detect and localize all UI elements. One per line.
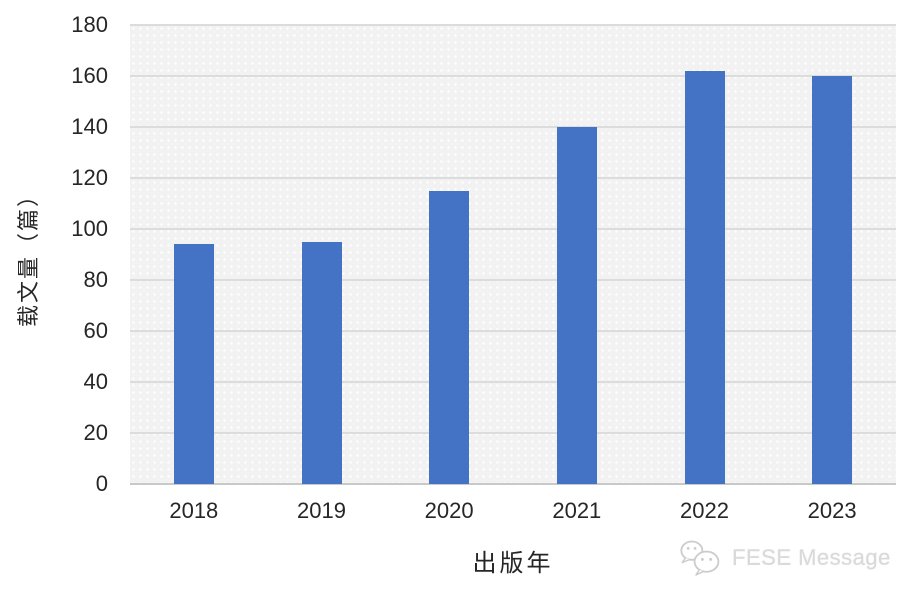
- wechat-icon: [680, 540, 720, 576]
- x-tick-label-2022: 2022: [680, 498, 729, 523]
- watermark: FESE Message: [679, 538, 891, 578]
- y-tick-label-120: 120: [71, 165, 108, 190]
- x-tick-label-2018: 2018: [169, 498, 219, 523]
- x-tick-label-2021: 2021: [552, 498, 602, 523]
- bar-2021: [556, 127, 597, 484]
- y-tick-label-180: 180: [71, 12, 108, 37]
- gridline-0: [130, 483, 896, 485]
- gridline-60: [130, 330, 896, 333]
- x-tick-label-2020: 2020: [424, 498, 474, 523]
- gridline-140: [130, 126, 896, 128]
- bar-2020: [429, 190, 470, 484]
- y-axis-tick-labels: 0 20 40 60 80 100 120 140 160 180: [0, 0, 108, 602]
- x-axis-title: 出版年: [472, 550, 554, 577]
- x-tick-label-2019: 2019: [297, 498, 346, 523]
- y-tick-label-20: 20: [83, 420, 108, 445]
- bar-2023: [812, 76, 853, 484]
- y-tick-label-140: 140: [71, 114, 108, 139]
- y-tick-label-100: 100: [71, 216, 108, 241]
- gridline-180: [130, 24, 896, 26]
- gridline-80: [130, 279, 896, 281]
- bar-2019: [301, 241, 342, 484]
- y-tick-label-0: 0: [95, 471, 108, 496]
- y-tick-label-60: 60: [83, 318, 108, 343]
- gridline-100: [130, 228, 896, 230]
- y-tick-label-80: 80: [83, 267, 108, 292]
- bar-2022: [684, 70, 725, 484]
- watermark-label: FESE Message: [732, 545, 891, 570]
- y-tick-label-40: 40: [83, 369, 108, 394]
- gridline-120: [130, 177, 896, 180]
- gridline-20: [130, 432, 896, 434]
- bar-2018: [173, 244, 214, 484]
- y-tick-label-160: 160: [71, 63, 108, 88]
- plot-area: [130, 24, 896, 485]
- gridline-160: [130, 75, 896, 77]
- x-tick-label-2023: 2023: [807, 498, 857, 523]
- gridline-40: [130, 381, 896, 383]
